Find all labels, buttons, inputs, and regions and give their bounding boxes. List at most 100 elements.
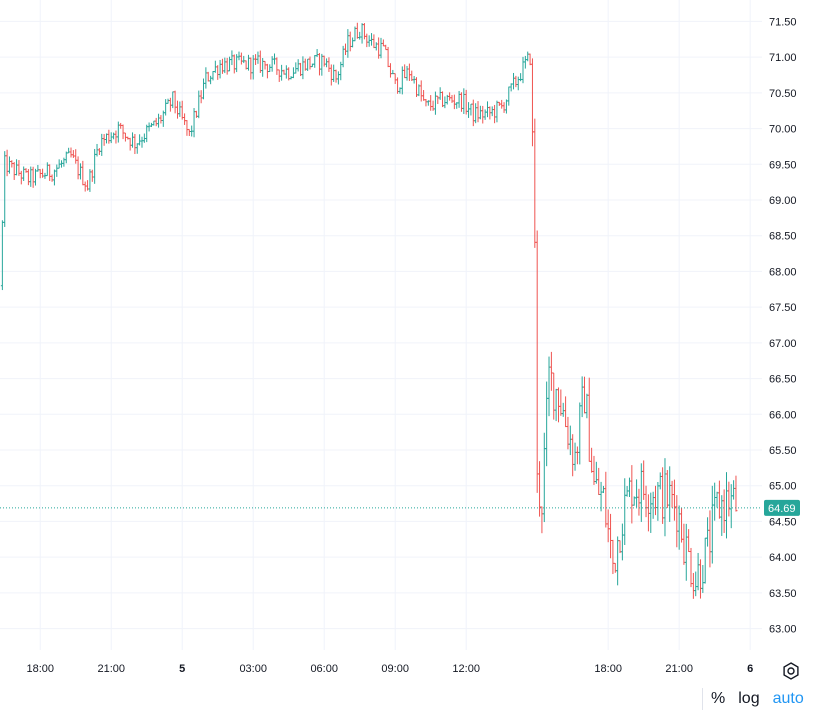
ohlc-bar [185,120,189,136]
ohlc-bar [0,220,4,291]
ohlc-bar [90,169,94,182]
ohlc-bar [358,31,362,40]
ohlc-bar [481,105,485,124]
ohlc-bar [192,108,196,138]
ohlc-bar [211,71,215,81]
percent-scale-button[interactable]: % [711,690,726,707]
ohlc-bar [649,492,653,533]
ohlc-bar [344,43,348,56]
ohlc-bars [0,22,738,599]
ohlc-bar [71,150,75,158]
price-axis[interactable]: 71.50 71.00 70.50 70.00 69.50 69.00 68.50 68.00… [769,16,797,635]
ohlc-bar [199,90,203,104]
ohlc-bar [7,156,11,174]
ohlc-bar [388,63,392,78]
time-tick-label: 18:00 [594,663,622,675]
ohlc-bar [668,466,672,522]
ohlc-bar [296,59,300,72]
ohlc-bar [327,57,331,72]
ohlc-bar [384,44,388,51]
ohlc-bar [495,100,499,123]
ohlc-bar [559,389,563,416]
ohlc-bar [644,485,648,518]
ohlc-bar [301,56,305,80]
ohlc-bar [107,129,111,144]
ohlc-bar [710,485,714,564]
ohlc-bar [216,65,220,80]
ohlc-bar [651,491,655,519]
ohlc-bar [504,99,508,114]
price-tick-label: 69.00 [769,195,797,207]
ohlc-bar [592,455,596,485]
ohlc-bar [450,94,454,103]
ohlc-bar [88,169,92,192]
ohlc-bar [284,65,288,79]
ohlc-bar [597,467,601,496]
ohlc-bar [424,99,428,107]
price-tick-label: 65.50 [769,445,797,457]
ohlc-bar [140,136,144,148]
ohlc-bar [502,102,506,113]
price-tick-label: 66.00 [769,409,797,421]
settings-gear-icon[interactable] [780,660,802,682]
ohlc-bar [587,377,591,462]
time-tick-label: 18:00 [26,663,54,675]
grid-layer [0,0,762,650]
ohlc-bar [381,39,385,47]
ohlc-bar [249,57,253,80]
ohlc-bar [448,92,452,101]
ohlc-bar [720,495,724,536]
ohlc-bar [157,113,161,128]
ohlc-bar [590,447,594,473]
auto-scale-button[interactable]: auto [772,690,804,707]
ohlc-bar [218,59,222,79]
ohlc-bar [708,510,712,568]
time-tick-label: 09:00 [381,663,409,675]
ohlc-bar [580,376,584,418]
ohlc-bar [206,71,210,82]
ohlc-bar [606,509,610,543]
ohlc-bar [62,157,66,167]
ohlc-bar [471,99,475,127]
ohlc-bar [50,174,54,182]
time-tick-label: 21:00 [97,663,125,675]
ohlc-bar [5,149,9,177]
ohlc-bar [620,523,624,561]
ohlc-bar [523,55,527,69]
ohlc-bar [104,133,108,144]
ohlc-bar [568,425,572,456]
ohlc-bar [703,537,707,584]
ohlc-bar [540,506,544,534]
ohlc-bar [329,64,333,86]
ohlc-bar [355,22,359,39]
ohlc-bar [483,109,487,120]
ohlc-bar [514,75,518,88]
ohlc-bar [403,64,407,79]
ohlc-bar [713,482,717,521]
ohlc-bar [623,478,627,545]
ohlc-bar [583,376,587,414]
ohlc-bar [362,23,366,40]
log-scale-button[interactable]: log [738,690,760,707]
ohlc-bar [656,481,660,521]
ohlc-bar [519,73,523,82]
price-tick-label: 66.50 [769,374,797,386]
ohlc-bar [604,471,608,528]
ohlc-bar [270,56,274,72]
ohlc-bar [547,356,551,417]
ohlc-bar [691,572,695,599]
ohlc-bar [336,71,340,85]
ohlc-bar [379,37,383,59]
time-axis[interactable]: 18:00 21:00 5 03:00 06:00 09:00 12:00 18:00 21:0… [26,663,753,675]
ohlc-bar [474,103,478,124]
ohlc-bar [112,132,116,140]
ohlc-bar [334,69,338,83]
ohlc-bar [372,34,376,49]
ohlc-bar [476,101,480,123]
ohlc-bar [204,67,208,89]
ohlc-bar [69,147,73,158]
ohlc-bar [542,432,546,523]
ohlc-bar [677,505,681,550]
